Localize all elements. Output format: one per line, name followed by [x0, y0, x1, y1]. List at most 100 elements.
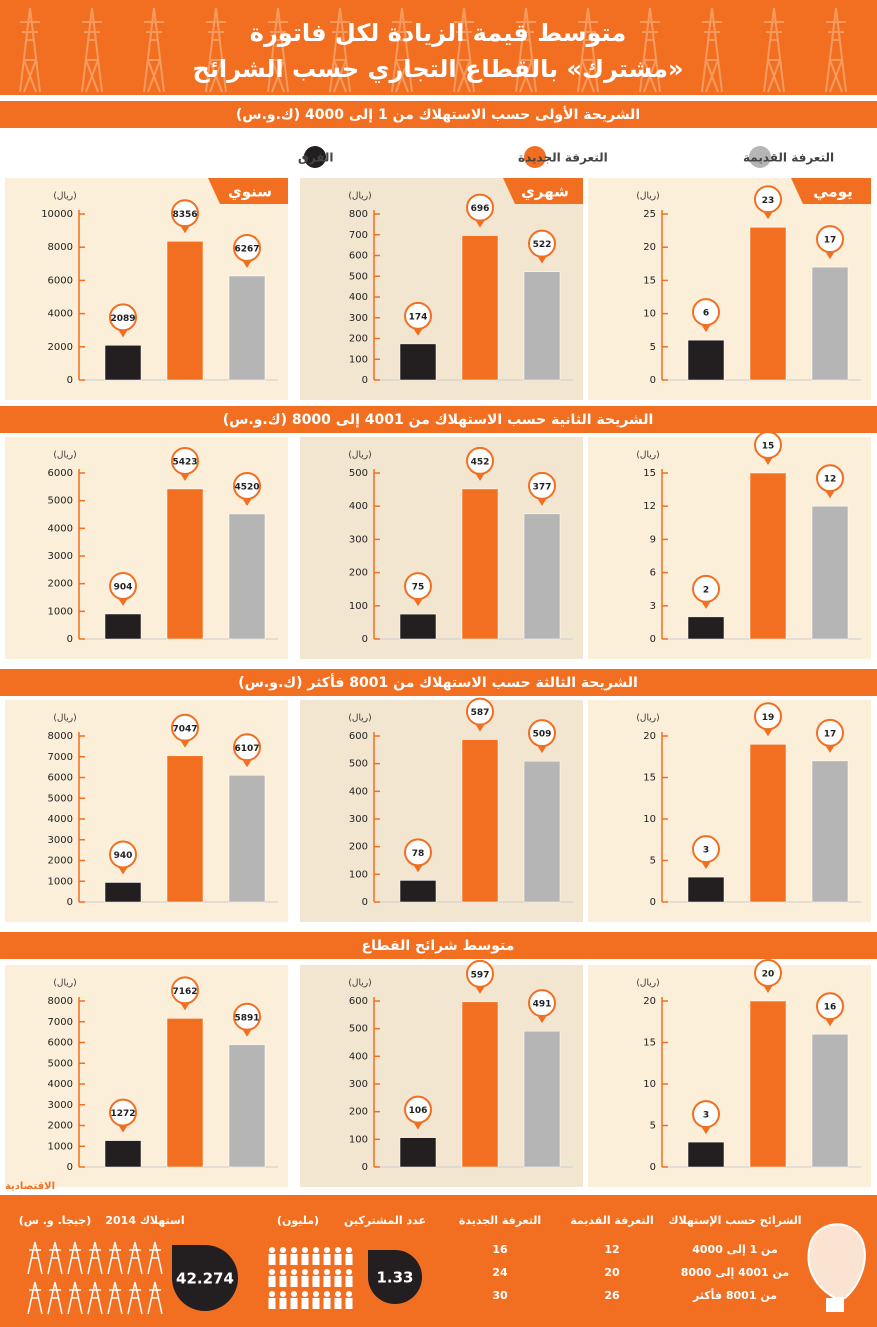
person-icon	[313, 1269, 319, 1275]
bar	[749, 1000, 787, 1168]
bar	[104, 882, 142, 903]
value-label: 19	[762, 713, 775, 723]
section-title: متوسط شرائح القطاع	[362, 938, 515, 954]
section-title: الشريحة الثانية حسب الاستهلاك من 4001 إل…	[223, 412, 654, 428]
value-label: 17	[824, 236, 837, 246]
value-label: 452	[471, 457, 490, 467]
y-tick-label: 6000	[48, 773, 73, 784]
y-unit: (ريال)	[636, 192, 659, 202]
table-header: التعرفة الجديدة	[459, 1214, 541, 1227]
y-tick-label: 300	[349, 814, 368, 825]
bar	[811, 505, 849, 640]
person-icon	[269, 1291, 275, 1297]
bar	[166, 755, 204, 903]
value-label: 2	[703, 585, 709, 595]
y-tick-label: 0	[67, 897, 73, 908]
value-pin-tip	[825, 490, 835, 499]
value-label: 1272	[110, 1109, 135, 1119]
value-pin-tip	[413, 1121, 423, 1130]
y-tick-label: 200	[349, 568, 368, 579]
section-title: الشريحة الثالثة حسب الاستهلاك من 8001 فأ…	[238, 673, 638, 691]
y-tick-label: 0	[362, 1162, 368, 1173]
person-icon	[335, 1291, 341, 1297]
bar	[228, 513, 266, 640]
y-tick-label: 0	[650, 897, 656, 908]
person-icon	[291, 1269, 297, 1275]
value-pin-tip	[701, 1126, 711, 1135]
value-pin-tip	[701, 600, 711, 609]
y-tick-label: 200	[349, 1107, 368, 1118]
bar	[523, 513, 561, 640]
y-tick-label: 200	[349, 842, 368, 853]
y-unit: (ريال)	[348, 979, 371, 989]
table-cell: 16	[492, 1243, 508, 1256]
y-tick-label: 500	[349, 1024, 368, 1035]
value-pin-tip	[763, 985, 773, 993]
pylon-icon	[127, 1241, 143, 1275]
y-tick-label: 0	[650, 634, 656, 645]
value-label: 2089	[110, 314, 135, 324]
y-tick-label: 4000	[48, 309, 73, 320]
person-icon	[346, 1269, 352, 1275]
bar	[687, 876, 725, 903]
value-pin-tip	[413, 864, 423, 873]
subscribers-value: 1.33	[376, 1269, 413, 1287]
pylon-icon	[47, 1241, 63, 1275]
y-tick-label: 10000	[41, 209, 73, 220]
y-tick-label: 7000	[48, 1017, 73, 1028]
bulb-icon	[807, 1223, 866, 1299]
value-label: 522	[533, 240, 552, 250]
y-tick-label: 600	[349, 996, 368, 1007]
person-icon	[268, 1276, 276, 1287]
y-tick-label: 400	[349, 1051, 368, 1062]
y-tick-label: 8000	[48, 242, 73, 253]
person-icon	[301, 1254, 309, 1265]
person-icon	[323, 1254, 331, 1265]
value-pin-tip	[763, 211, 773, 220]
value-pin-tip	[825, 1018, 835, 1027]
value-label: 587	[471, 708, 490, 718]
pylon-icon	[267, 7, 289, 93]
y-tick-label: 5000	[48, 793, 73, 804]
value-pin-tip	[118, 329, 128, 338]
y-tick-label: 20	[643, 996, 656, 1007]
bar	[461, 488, 499, 640]
y-tick-label: 6	[650, 568, 656, 579]
y-tick-label: 0	[67, 634, 73, 645]
person-icon	[335, 1269, 341, 1275]
y-tick-label: 2000	[48, 1121, 73, 1132]
panel-label: سنوي	[228, 183, 272, 202]
pylon-icon	[825, 7, 847, 93]
value-pin-tip	[475, 985, 485, 994]
bar	[461, 739, 499, 903]
value-pin-tip	[242, 759, 252, 768]
bar	[104, 1140, 142, 1168]
header-decoration	[19, 7, 847, 93]
y-tick-label: 100	[349, 1134, 368, 1145]
legend-swatch	[524, 146, 546, 168]
person-icon	[290, 1254, 298, 1265]
bar	[228, 275, 266, 381]
bar	[749, 472, 787, 640]
pylon-icon	[143, 7, 165, 93]
y-tick-label: 6000	[48, 275, 73, 286]
value-pin-tip	[475, 723, 485, 732]
table-cell: من 1 إلى 4000	[692, 1243, 778, 1256]
person-icon	[280, 1291, 286, 1297]
bulb-base	[826, 1298, 844, 1312]
value-pin-tip	[825, 744, 835, 753]
y-tick-label: 0	[67, 375, 73, 386]
value-pin-tip	[118, 866, 128, 875]
y-tick-label: 20	[643, 731, 656, 742]
y-tick-label: 1000	[48, 876, 73, 887]
bar	[523, 271, 561, 381]
panel-tab	[503, 178, 583, 204]
pylon-icon	[67, 1281, 83, 1315]
pylon-icon	[19, 7, 41, 93]
value-pin-tip	[413, 327, 423, 336]
consumption-unit: (جيجا. و. س)	[19, 1214, 92, 1227]
value-pin-tip	[413, 598, 423, 607]
bar	[104, 613, 142, 640]
value-label: 509	[533, 730, 552, 740]
y-tick-label: 6000	[48, 468, 73, 479]
